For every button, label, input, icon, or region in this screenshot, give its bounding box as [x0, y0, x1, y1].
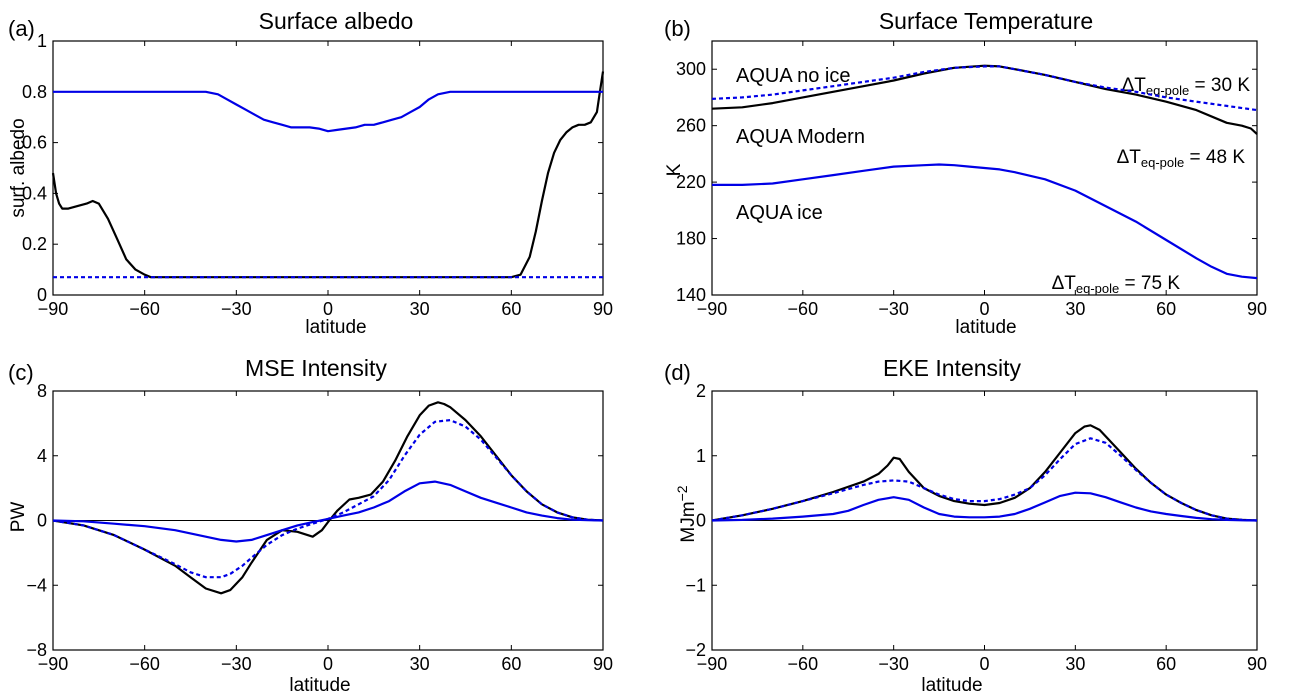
x-tick-label: 90 [593, 299, 613, 319]
y-tick-label: 260 [676, 116, 706, 136]
series-line-3 [711, 491, 1258, 522]
x-axis-label: latitude [305, 317, 366, 338]
x-tick-label: 90 [1247, 299, 1267, 319]
annotation-delta-t-30: ΔTeq-pole = 30 K [1122, 75, 1251, 98]
y-axis-label: K [664, 163, 685, 176]
y-axis-label: PW [8, 502, 29, 533]
y-tick-label: 0 [696, 511, 706, 531]
x-tick-label: −90 [697, 299, 728, 319]
y-tick-label: 0 [37, 285, 47, 305]
y-tick-label: 4 [37, 446, 47, 466]
x-tick-label: −30 [221, 299, 252, 319]
panel-title: Surface Temperature [879, 8, 1093, 34]
y-tick-label: 0.6 [22, 133, 47, 153]
panel-title: MSE Intensity [245, 355, 387, 381]
x-tick-label: 30 [1065, 654, 1085, 674]
y-tick-label: 0 [37, 511, 47, 531]
x-tick-label: 0 [323, 654, 333, 674]
y-tick-label: 180 [676, 229, 706, 249]
y-tick-label: 140 [676, 285, 706, 305]
y-tick-label: 1 [37, 31, 47, 51]
x-tick-label: 0 [323, 299, 333, 319]
series-line-3 [52, 480, 604, 543]
y-tick-label: 8 [37, 381, 47, 401]
x-tick-label: −30 [878, 299, 909, 319]
y-tick-label: −1 [685, 575, 706, 595]
x-axis-label: latitude [921, 675, 982, 695]
series-line-1 [52, 401, 604, 595]
series-line-1 [711, 424, 1258, 522]
y-tick-label: 0.8 [22, 82, 47, 102]
series-line-2 [711, 437, 1258, 522]
series-line-2 [53, 90, 603, 133]
y-tick-label: 0.4 [22, 183, 47, 203]
x-tick-label: 60 [501, 299, 521, 319]
y-tick-label: 1 [696, 446, 706, 466]
y-tick-label: 300 [676, 59, 706, 79]
y-axis-label: MJm−2 [674, 485, 699, 542]
panel-label: (a) [8, 16, 35, 41]
x-tick-label: 60 [1156, 299, 1176, 319]
x-tick-label: 90 [593, 654, 613, 674]
panel-title: Surface albedo [259, 8, 414, 34]
series-line-2 [711, 65, 1258, 112]
y-tick-label: 2 [696, 381, 706, 401]
x-tick-label: 60 [501, 654, 521, 674]
y-tick-label: 220 [676, 172, 706, 192]
y-tick-label: −8 [26, 640, 47, 660]
panel-label: (c) [8, 360, 34, 385]
annotation-aqua-modern: AQUA Modern [736, 126, 865, 148]
annotation-aqua-ice: AQUA ice [736, 202, 823, 224]
x-tick-label: 30 [1065, 299, 1085, 319]
panel-label: (b) [664, 16, 691, 41]
x-tick-label: 0 [979, 299, 989, 319]
annotation-aqua-no-ice: AQUA no ice [736, 65, 851, 87]
x-tick-label: −60 [788, 299, 819, 319]
series-line-1 [51, 71, 605, 279]
x-tick-label: −60 [788, 654, 819, 674]
x-tick-label: −30 [878, 654, 909, 674]
x-tick-label: −90 [38, 299, 69, 319]
annotation-delta-t-48: ΔTeq-pole = 48 K [1117, 147, 1246, 170]
x-tick-label: 30 [410, 299, 430, 319]
x-tick-label: −90 [38, 654, 69, 674]
series-line-2 [52, 419, 604, 579]
panel-c: (c) MSE Intensity latitude PW −90 −60 −30 0… [8, 355, 613, 695]
panel-a: (a) Surface albedo latitude surf. albedo… [8, 8, 613, 338]
panel-d: (d) EKE Intensity latitude MJm−2 −90 −60 −… [664, 355, 1267, 695]
y-tick-label: −4 [26, 575, 47, 595]
series-line-3 [712, 163, 1258, 280]
x-tick-label: 90 [1247, 654, 1267, 674]
x-axis-label: latitude [289, 675, 350, 695]
panel-label: (d) [664, 360, 691, 385]
panel-title: EKE Intensity [883, 355, 1022, 381]
y-tick-label: −2 [685, 640, 706, 660]
y-axis-label: surf. albedo [8, 118, 29, 217]
y-tick-label: 0.2 [22, 234, 47, 254]
x-axis-label: latitude [955, 317, 1016, 338]
x-tick-label: 30 [410, 654, 430, 674]
annotation-delta-t-75: ΔTeq-pole = 75 K [1052, 273, 1181, 296]
x-tick-label: −30 [221, 654, 252, 674]
x-tick-label: 60 [1156, 654, 1176, 674]
x-tick-label: 0 [979, 654, 989, 674]
x-tick-label: −60 [129, 299, 160, 319]
x-tick-label: −90 [697, 654, 728, 674]
panel-b: (b) Surface Temperature latitude K AQUA … [664, 8, 1267, 338]
x-tick-label: −60 [129, 654, 160, 674]
plot-frame [52, 40, 604, 296]
